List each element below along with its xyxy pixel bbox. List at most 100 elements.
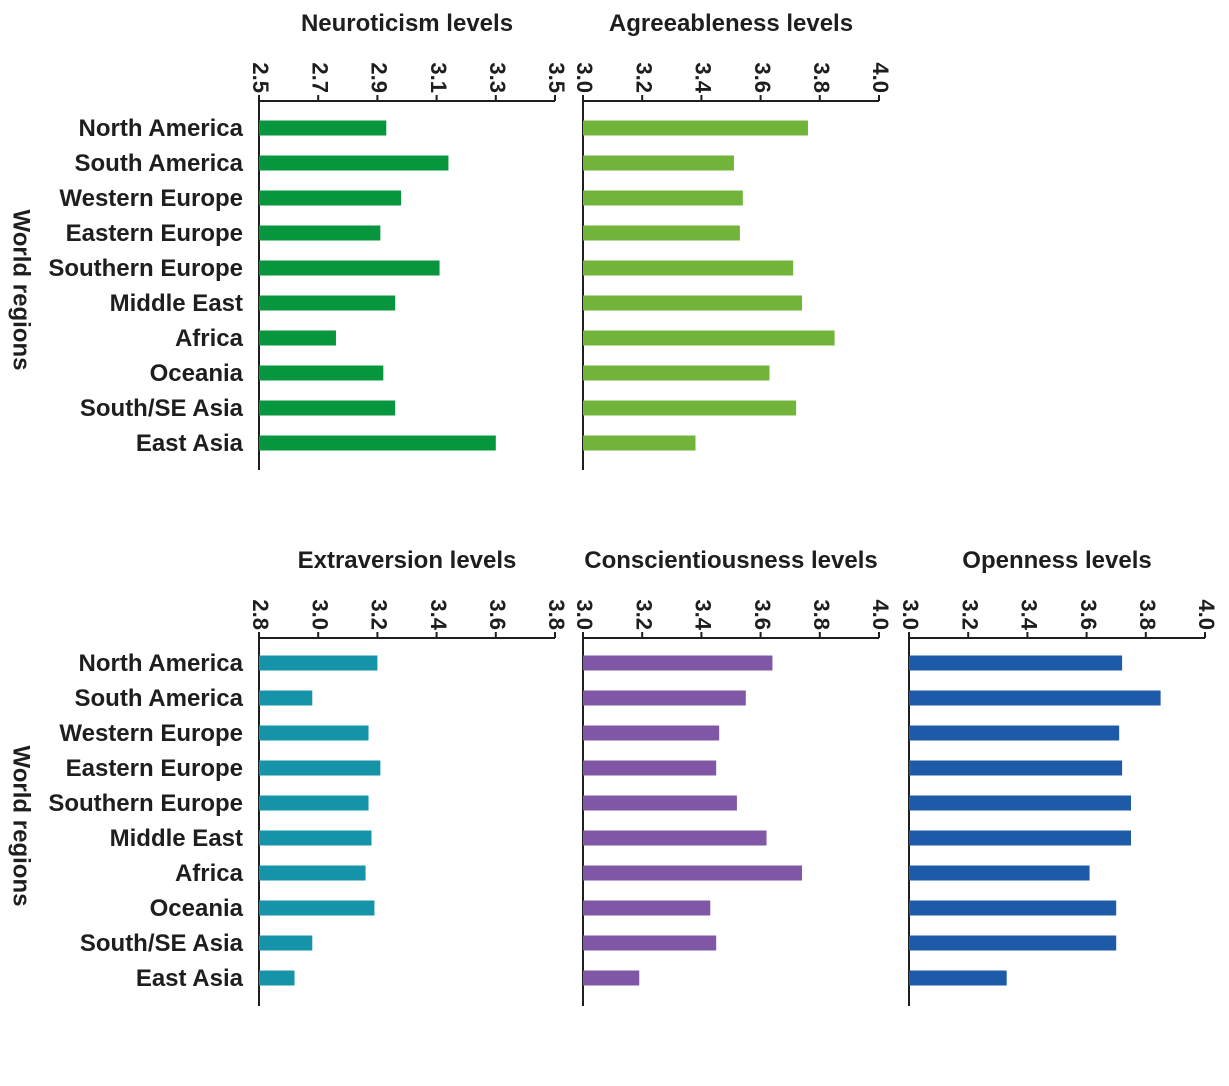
bar: [259, 260, 440, 276]
x-tick-label: 2.9: [367, 62, 392, 93]
y-axis-title: World regions: [8, 210, 35, 371]
bar: [259, 295, 396, 311]
bar: [259, 655, 378, 671]
bar: [909, 865, 1090, 881]
x-tick-label: 3.4: [426, 599, 451, 630]
x-tick-label: 2.5: [248, 62, 273, 93]
category-label: South/SE Asia: [80, 395, 244, 422]
bar: [259, 795, 369, 811]
bar: [909, 690, 1161, 706]
bar: [583, 865, 803, 881]
chart-panel-3: Extraversion levels 2.8 3.0 3.2 3.4 3.6 3.8 Nor…: [8, 547, 569, 1006]
bar: [259, 970, 295, 986]
x-tick-label: 3.8: [1135, 599, 1160, 630]
bar: [909, 655, 1123, 671]
bar: [909, 935, 1117, 951]
panel-title: Neuroticism levels: [301, 10, 513, 37]
bar: [583, 365, 770, 381]
bar: [583, 690, 746, 706]
category-label: South America: [75, 685, 244, 712]
category-label: East Asia: [136, 965, 244, 992]
bar: [583, 400, 797, 416]
chart-panel-4: Conscientiousness levels 3.0 3.2 3.4 3.6 3.8 4…: [572, 547, 893, 1006]
panel-title: Extraversion levels: [298, 547, 517, 574]
bar: [259, 225, 381, 241]
category-label: Eastern Europe: [66, 220, 243, 247]
bar: [583, 830, 767, 846]
x-tick-label: 3.6: [485, 599, 510, 630]
x-tick-label: 2.8: [248, 599, 273, 630]
bar: [259, 865, 366, 881]
bar: [909, 830, 1131, 846]
bar: [583, 330, 835, 346]
category-label: Western Europe: [59, 720, 243, 747]
x-tick-label: 3.4: [1017, 599, 1042, 630]
bar: [259, 400, 396, 416]
bar: [583, 725, 720, 741]
category-label: South/SE Asia: [80, 930, 244, 957]
bar: [583, 260, 794, 276]
bar: [583, 655, 773, 671]
bar: [583, 190, 743, 206]
x-tick-label: 3.0: [898, 599, 923, 630]
bar: [583, 155, 734, 171]
x-tick-label: 3.4: [691, 62, 716, 93]
x-tick-label: 3.3: [485, 62, 510, 93]
x-tick-label: 3.8: [809, 599, 834, 630]
category-label: Africa: [175, 325, 244, 352]
bar: [259, 830, 372, 846]
bar: [259, 690, 313, 706]
category-label: Western Europe: [59, 185, 243, 212]
x-tick-label: 3.6: [750, 62, 775, 93]
category-label: Africa: [175, 860, 244, 887]
bar: [259, 120, 387, 136]
bar: [259, 435, 496, 451]
category-label: North America: [79, 650, 244, 677]
x-tick-label: 3.0: [572, 62, 597, 93]
x-tick-label: 3.2: [631, 62, 656, 93]
x-tick-label: 3.1: [426, 62, 451, 93]
category-label: Middle East: [110, 290, 243, 317]
x-tick-label: 3.6: [1076, 599, 1101, 630]
x-tick-label: 3.2: [367, 599, 392, 630]
chart-panel-5: Openness levels 3.0 3.2 3.4 3.6 3.8 4.0: [898, 547, 1219, 1006]
category-label: East Asia: [136, 430, 244, 457]
y-axis-title: World regions: [8, 746, 35, 907]
bar: [583, 225, 740, 241]
panel-title: Agreeableness levels: [609, 10, 853, 37]
category-label: North America: [79, 115, 244, 142]
chart-panel-2: Agreeableness levels 3.0 3.2 3.4 3.6 3.8 4.0: [572, 10, 893, 470]
x-tick-label: 3.2: [957, 599, 982, 630]
x-tick-label: 4.0: [868, 62, 893, 93]
bar: [909, 795, 1131, 811]
bar: [259, 365, 384, 381]
category-label: Oceania: [150, 360, 244, 387]
x-tick-label: 3.8: [809, 62, 834, 93]
bar: [583, 435, 696, 451]
bar: [583, 900, 711, 916]
x-tick-label: 4.0: [868, 599, 893, 630]
panel-title: Conscientiousness levels: [584, 547, 877, 574]
x-tick-label: 3.6: [750, 599, 775, 630]
x-tick-label: 3.8: [544, 599, 569, 630]
category-label: Southern Europe: [48, 255, 243, 282]
chart-panel-1: Neuroticism levels 2.5 2.7 2.9 3.1 3.3 3.5 Nort…: [8, 10, 569, 470]
x-tick-label: 3.0: [307, 599, 332, 630]
bar: [583, 295, 803, 311]
category-label: South America: [75, 150, 244, 177]
bar: [583, 935, 717, 951]
category-label: Southern Europe: [48, 790, 243, 817]
bar: [259, 725, 369, 741]
bar: [909, 725, 1120, 741]
x-tick-label: 3.4: [691, 599, 716, 630]
bar: [259, 155, 449, 171]
bar: [259, 935, 313, 951]
bar: [259, 190, 402, 206]
bar: [583, 970, 640, 986]
bar: [909, 900, 1117, 916]
bar: [909, 760, 1123, 776]
bar: [259, 900, 375, 916]
category-label: Middle East: [110, 825, 243, 852]
bar: [583, 760, 717, 776]
